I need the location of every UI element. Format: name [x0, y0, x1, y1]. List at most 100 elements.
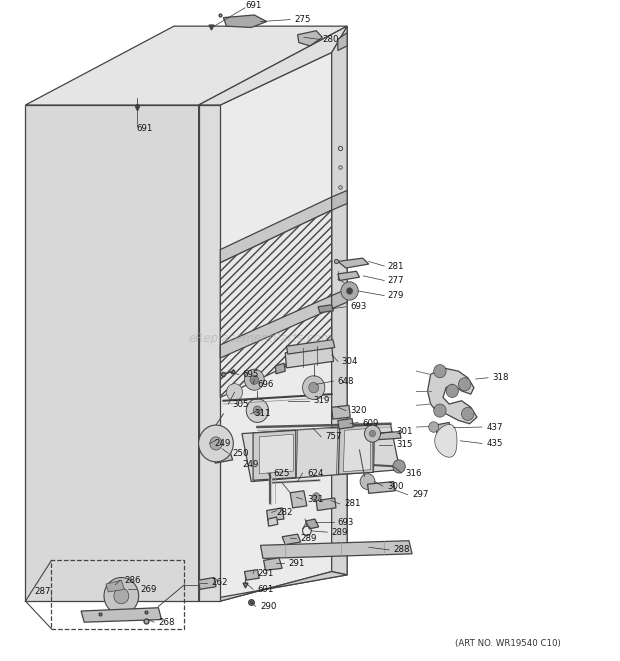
Polygon shape [242, 424, 400, 482]
Polygon shape [198, 578, 216, 590]
Circle shape [434, 365, 446, 377]
Text: 305: 305 [232, 399, 249, 408]
Text: 625: 625 [273, 469, 290, 477]
Polygon shape [211, 447, 232, 463]
Polygon shape [259, 434, 293, 474]
Circle shape [303, 375, 325, 399]
Circle shape [226, 383, 242, 401]
Polygon shape [198, 26, 347, 105]
Text: 249: 249 [242, 460, 259, 469]
Circle shape [458, 377, 471, 391]
Polygon shape [332, 405, 350, 419]
Text: 693: 693 [350, 302, 366, 311]
Circle shape [461, 407, 474, 420]
Circle shape [370, 430, 376, 437]
Text: 277: 277 [388, 276, 404, 285]
Polygon shape [25, 26, 347, 105]
Polygon shape [244, 570, 259, 580]
Circle shape [360, 474, 375, 489]
Polygon shape [264, 558, 282, 570]
Circle shape [244, 369, 264, 390]
Text: 609: 609 [363, 419, 379, 428]
Polygon shape [332, 190, 347, 210]
Text: eReplacementParts.com: eReplacementParts.com [188, 332, 333, 345]
Text: 319: 319 [313, 396, 329, 405]
Text: 291: 291 [257, 569, 274, 578]
Polygon shape [198, 105, 220, 601]
Text: 268: 268 [159, 617, 175, 627]
Polygon shape [268, 517, 278, 526]
Polygon shape [339, 425, 373, 475]
Polygon shape [275, 364, 285, 373]
Circle shape [312, 492, 320, 500]
Polygon shape [306, 519, 319, 529]
Text: 696: 696 [257, 380, 274, 389]
Circle shape [365, 425, 381, 442]
Polygon shape [198, 572, 347, 601]
Polygon shape [282, 534, 301, 545]
Polygon shape [220, 295, 332, 358]
Text: 249: 249 [214, 439, 231, 448]
Circle shape [250, 375, 259, 384]
Circle shape [393, 460, 405, 473]
Text: 288: 288 [394, 545, 410, 555]
Text: 318: 318 [492, 373, 509, 382]
Text: 435: 435 [486, 439, 503, 448]
Polygon shape [369, 432, 401, 440]
Text: 301: 301 [397, 427, 413, 436]
Text: 280: 280 [322, 35, 339, 44]
Polygon shape [332, 26, 347, 575]
Polygon shape [343, 428, 371, 472]
Circle shape [347, 288, 353, 294]
Text: 281: 281 [344, 500, 360, 508]
Polygon shape [220, 210, 332, 397]
Text: 297: 297 [412, 490, 428, 499]
Polygon shape [223, 15, 267, 28]
Text: 289: 289 [332, 527, 348, 537]
Text: 262: 262 [211, 578, 228, 587]
Circle shape [114, 588, 129, 603]
Text: 695: 695 [242, 370, 259, 379]
Polygon shape [435, 424, 457, 457]
Text: 691: 691 [137, 124, 153, 132]
Text: 437: 437 [486, 422, 503, 432]
Polygon shape [332, 289, 347, 309]
Text: 691: 691 [245, 1, 262, 11]
Polygon shape [338, 258, 369, 268]
Text: 279: 279 [388, 291, 404, 300]
Text: 691: 691 [257, 585, 274, 594]
Circle shape [253, 406, 262, 415]
Text: 269: 269 [140, 585, 156, 594]
Text: 648: 648 [338, 377, 355, 385]
Polygon shape [436, 422, 450, 433]
Text: 291: 291 [288, 559, 304, 568]
Polygon shape [338, 418, 353, 429]
Polygon shape [253, 430, 296, 481]
Circle shape [446, 384, 458, 397]
Polygon shape [338, 33, 347, 50]
Text: 321: 321 [307, 495, 324, 504]
Circle shape [434, 404, 446, 417]
Polygon shape [368, 482, 396, 493]
Polygon shape [318, 305, 334, 313]
Polygon shape [298, 31, 322, 46]
Text: 304: 304 [341, 357, 358, 366]
Text: 286: 286 [125, 576, 141, 584]
Circle shape [198, 425, 233, 462]
Circle shape [210, 437, 222, 450]
Text: 281: 281 [388, 262, 404, 270]
Text: 282: 282 [276, 508, 293, 517]
Polygon shape [220, 52, 332, 601]
Text: 757: 757 [326, 432, 342, 442]
Polygon shape [286, 340, 335, 354]
Polygon shape [25, 105, 198, 601]
Polygon shape [267, 508, 284, 521]
Circle shape [246, 399, 268, 422]
Polygon shape [81, 607, 162, 622]
Text: 287: 287 [35, 587, 51, 596]
Polygon shape [198, 26, 347, 601]
Text: 693: 693 [338, 518, 354, 527]
Polygon shape [316, 498, 336, 510]
Polygon shape [220, 197, 332, 262]
Polygon shape [285, 346, 334, 368]
